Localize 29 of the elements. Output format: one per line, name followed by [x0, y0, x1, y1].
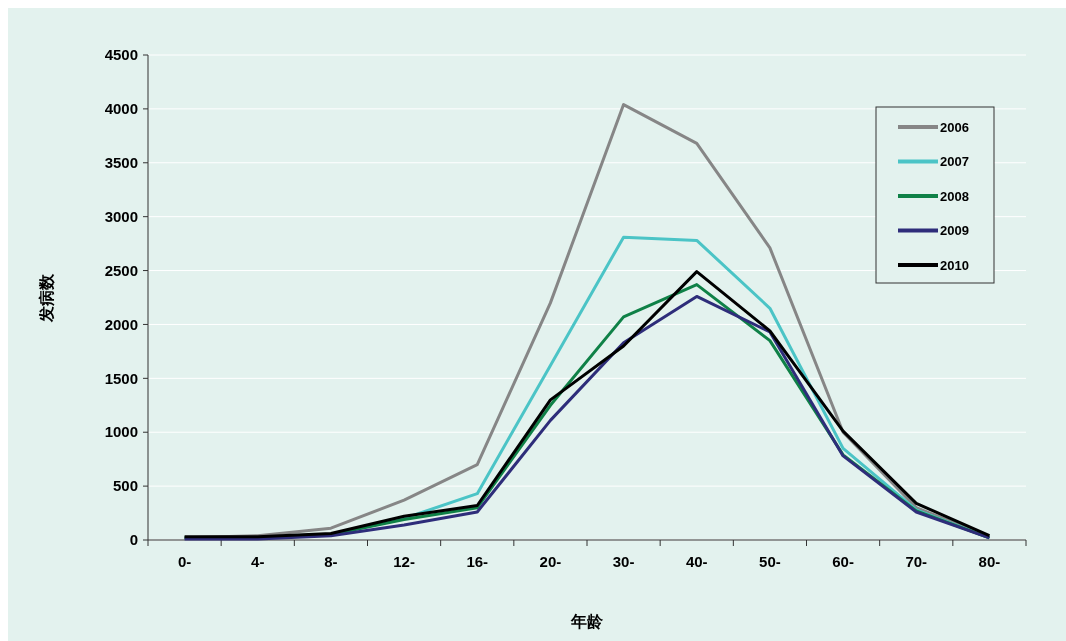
y-tick-label: 0 — [129, 531, 138, 549]
legend-label: 2010 — [940, 257, 969, 273]
x-tick-label: 12- — [393, 553, 415, 570]
legend-label: 2007 — [940, 154, 969, 170]
y-tick-label: 4000 — [104, 100, 138, 118]
legend-label: 2009 — [940, 223, 969, 239]
x-tick-label: 70- — [905, 553, 928, 570]
x-tick-label: 60- — [832, 553, 854, 570]
y-tick-label: 3500 — [104, 154, 138, 172]
x-tick-label: 4- — [251, 553, 265, 570]
y-tick-label: 4500 — [104, 46, 138, 64]
legend-label: 2006 — [940, 119, 969, 135]
x-tick-label: 16- — [466, 553, 489, 570]
x-tick-label: 20- — [539, 553, 562, 570]
y-tick-label: 1500 — [104, 369, 138, 387]
x-tick-label: 80- — [978, 553, 1001, 570]
x-tick-label: 30- — [612, 553, 635, 570]
y-axis-title: 发病数 — [38, 272, 55, 323]
y-tick-label: 500 — [112, 477, 138, 495]
x-axis-title: 年龄 — [570, 613, 604, 630]
y-tick-label: 2000 — [104, 315, 138, 333]
legend-label: 2008 — [940, 188, 969, 204]
y-tick-label: 2500 — [104, 261, 138, 279]
x-tick-label: 0- — [177, 553, 192, 570]
x-tick-label: 50- — [759, 553, 781, 570]
x-tick-label: 40- — [685, 553, 708, 570]
y-tick-label: 3000 — [104, 207, 138, 225]
y-tick-label: 1000 — [104, 423, 138, 441]
x-tick-label: 8- — [324, 553, 338, 570]
